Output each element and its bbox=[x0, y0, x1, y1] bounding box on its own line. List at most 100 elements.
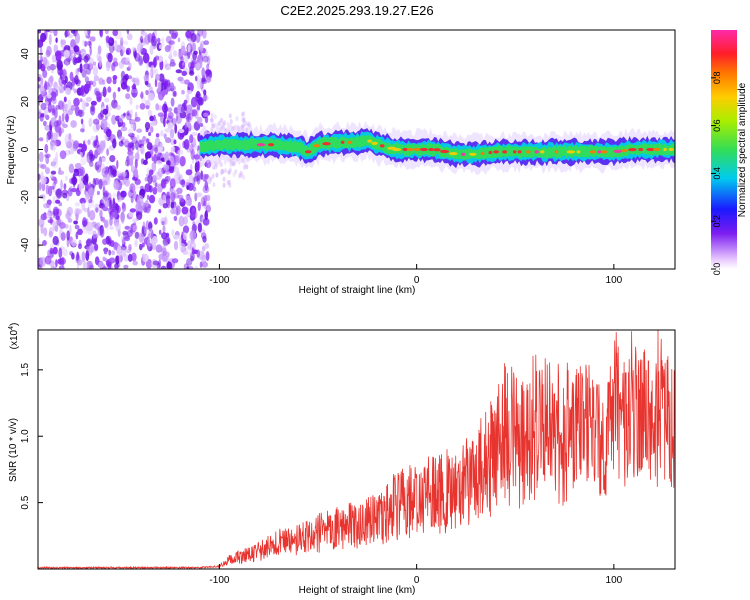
noise-speckle bbox=[162, 237, 170, 246]
noise-speckle bbox=[170, 97, 175, 107]
noise-speckle bbox=[128, 132, 135, 138]
noise-speckle bbox=[93, 87, 100, 96]
noise-speckle bbox=[62, 192, 68, 199]
noise-speckle bbox=[38, 30, 41, 34]
noise-speckle bbox=[92, 66, 99, 76]
noise-speckle bbox=[72, 176, 77, 186]
noise-speckle bbox=[162, 194, 167, 202]
noise-speckle bbox=[134, 111, 138, 122]
noise-speckle bbox=[169, 85, 176, 92]
noise-speckle bbox=[163, 133, 167, 139]
noise-speckle bbox=[193, 50, 198, 55]
noise-speckle bbox=[203, 112, 209, 118]
noise-speckle bbox=[224, 168, 227, 174]
noise-speckle bbox=[134, 231, 140, 239]
noise-speckle bbox=[38, 55, 44, 61]
noise-speckle bbox=[173, 154, 180, 166]
noise-speckle bbox=[222, 182, 226, 188]
noise-speckle bbox=[146, 138, 150, 143]
noise-speckle bbox=[55, 188, 63, 199]
noise-speckle bbox=[202, 217, 210, 226]
noise-speckle bbox=[76, 251, 80, 263]
noise-speckle bbox=[124, 225, 131, 230]
noise-speckle bbox=[89, 264, 94, 269]
noise-speckle bbox=[131, 87, 138, 98]
noise-speckle bbox=[130, 120, 135, 131]
noise-speckle bbox=[154, 182, 158, 188]
noise-speckle bbox=[164, 59, 168, 68]
noise-speckle bbox=[148, 86, 153, 93]
noise-speckle bbox=[150, 121, 156, 127]
noise-speckle bbox=[40, 102, 47, 111]
noise-speckle bbox=[232, 172, 236, 178]
noise-speckle bbox=[191, 137, 197, 148]
noise-speckle bbox=[181, 89, 185, 95]
noise-speckle bbox=[207, 163, 211, 169]
noise-speckle bbox=[146, 142, 153, 151]
noise-speckle bbox=[207, 194, 211, 202]
signal-peak bbox=[340, 140, 345, 144]
noise-speckle bbox=[183, 79, 190, 85]
noise-speckle bbox=[151, 235, 158, 245]
signal-peak bbox=[379, 144, 385, 148]
noise-speckle bbox=[144, 80, 149, 86]
signal-peak bbox=[268, 143, 275, 147]
spectrogram-y-label: Frequency (Hz) bbox=[6, 116, 17, 185]
noise-speckle bbox=[45, 201, 52, 209]
noise-speckle bbox=[93, 90, 96, 97]
noise-speckle bbox=[98, 77, 104, 85]
noise-speckle bbox=[119, 254, 123, 263]
noise-speckle bbox=[75, 32, 80, 44]
noise-speckle bbox=[210, 112, 214, 118]
noise-speckle bbox=[122, 178, 128, 185]
noise-speckle bbox=[58, 127, 62, 137]
noise-speckle bbox=[68, 133, 72, 141]
noise-speckle bbox=[168, 40, 175, 45]
noise-speckle bbox=[220, 117, 224, 123]
noise-speckle bbox=[49, 63, 57, 71]
noise-speckle bbox=[235, 116, 239, 122]
noise-speckle bbox=[67, 108, 74, 116]
noise-speckle bbox=[116, 261, 121, 268]
noise-speckle bbox=[104, 257, 108, 262]
noise-speckle bbox=[191, 132, 198, 137]
noise-speckle bbox=[177, 104, 181, 115]
signal-peak bbox=[402, 147, 408, 152]
noise-speckle bbox=[144, 177, 148, 182]
noise-speckle bbox=[212, 123, 216, 129]
noise-speckle bbox=[84, 53, 91, 61]
noise-speckle bbox=[79, 63, 83, 74]
noise-speckle bbox=[99, 30, 103, 38]
noise-speckle bbox=[51, 132, 58, 144]
noise-speckle bbox=[211, 173, 215, 179]
noise-speckle bbox=[84, 83, 91, 89]
noise-speckle bbox=[116, 171, 123, 177]
noise-speckle bbox=[189, 39, 194, 50]
noise-speckle bbox=[103, 139, 106, 149]
noise-speckle bbox=[176, 170, 180, 178]
noise-speckle bbox=[52, 206, 60, 216]
noise-speckle bbox=[189, 134, 194, 144]
noise-speckle bbox=[67, 218, 73, 223]
noise-speckle bbox=[65, 113, 69, 123]
noise-speckle bbox=[122, 230, 128, 236]
noise-speckle bbox=[47, 102, 53, 113]
noise-speckle bbox=[240, 172, 244, 178]
noise-speckle bbox=[242, 165, 246, 170]
noise-speckle bbox=[191, 143, 198, 151]
noise-speckle bbox=[202, 173, 208, 182]
noise-speckle bbox=[87, 139, 91, 145]
noise-speckle bbox=[139, 93, 144, 99]
noise-speckle bbox=[160, 37, 165, 48]
noise-speckle bbox=[197, 201, 201, 212]
noise-speckle bbox=[74, 30, 77, 38]
noise-speckle bbox=[70, 104, 77, 111]
noise-speckle bbox=[142, 253, 149, 263]
signal-peak bbox=[469, 152, 477, 156]
noise-speckle bbox=[120, 190, 127, 198]
noise-speckle bbox=[104, 97, 110, 103]
noise-speckle bbox=[127, 142, 134, 149]
noise-speckle bbox=[238, 173, 242, 179]
noise-speckle bbox=[135, 215, 140, 222]
noise-speckle bbox=[130, 195, 134, 204]
